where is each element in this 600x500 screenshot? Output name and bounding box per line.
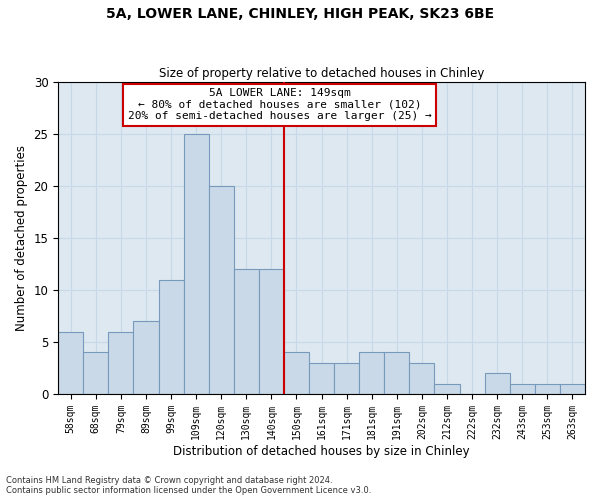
Bar bbox=[535, 384, 560, 394]
Bar bbox=[58, 332, 83, 394]
Bar bbox=[234, 269, 259, 394]
Bar bbox=[384, 352, 409, 394]
Bar bbox=[409, 363, 434, 394]
Bar bbox=[83, 352, 109, 394]
Bar bbox=[109, 332, 133, 394]
Text: 5A LOWER LANE: 149sqm
← 80% of detached houses are smaller (102)
20% of semi-det: 5A LOWER LANE: 149sqm ← 80% of detached … bbox=[128, 88, 431, 122]
X-axis label: Distribution of detached houses by size in Chinley: Distribution of detached houses by size … bbox=[173, 444, 470, 458]
Bar bbox=[334, 363, 359, 394]
Bar bbox=[259, 269, 284, 394]
Bar bbox=[359, 352, 384, 394]
Bar bbox=[510, 384, 535, 394]
Bar bbox=[184, 134, 209, 394]
Bar bbox=[485, 373, 510, 394]
Bar bbox=[434, 384, 460, 394]
Text: Contains HM Land Registry data © Crown copyright and database right 2024.
Contai: Contains HM Land Registry data © Crown c… bbox=[6, 476, 371, 495]
Bar bbox=[284, 352, 309, 394]
Bar bbox=[133, 321, 158, 394]
Bar bbox=[158, 280, 184, 394]
Title: Size of property relative to detached houses in Chinley: Size of property relative to detached ho… bbox=[159, 66, 484, 80]
Text: 5A, LOWER LANE, CHINLEY, HIGH PEAK, SK23 6BE: 5A, LOWER LANE, CHINLEY, HIGH PEAK, SK23… bbox=[106, 8, 494, 22]
Bar bbox=[560, 384, 585, 394]
Bar bbox=[209, 186, 234, 394]
Y-axis label: Number of detached properties: Number of detached properties bbox=[15, 145, 28, 331]
Bar bbox=[309, 363, 334, 394]
